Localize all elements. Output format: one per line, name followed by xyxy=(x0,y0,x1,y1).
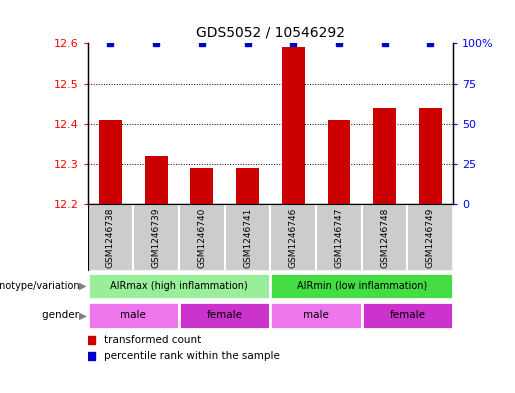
Bar xyxy=(191,168,213,204)
Bar xyxy=(328,120,350,204)
Bar xyxy=(99,120,122,204)
Bar xyxy=(270,204,316,271)
Bar xyxy=(225,204,270,271)
Text: transformed count: transformed count xyxy=(104,335,201,345)
Bar xyxy=(282,47,305,204)
Text: female: female xyxy=(389,310,425,320)
Text: female: female xyxy=(207,310,243,320)
Text: GSM1246740: GSM1246740 xyxy=(197,208,207,268)
Bar xyxy=(419,108,442,204)
Bar xyxy=(362,302,453,329)
Bar xyxy=(316,204,362,271)
Text: GSM1246741: GSM1246741 xyxy=(243,208,252,268)
Title: GDS5052 / 10546292: GDS5052 / 10546292 xyxy=(196,25,345,39)
Text: GSM1246747: GSM1246747 xyxy=(334,208,344,268)
Bar xyxy=(362,204,407,271)
Bar xyxy=(179,302,270,329)
Text: genotype/variation: genotype/variation xyxy=(0,281,82,291)
Bar xyxy=(236,168,259,204)
Bar xyxy=(88,273,270,299)
Text: GSM1246749: GSM1246749 xyxy=(426,208,435,268)
Bar xyxy=(88,204,133,271)
Text: AIRmin (low inflammation): AIRmin (low inflammation) xyxy=(297,281,427,291)
Text: GSM1246748: GSM1246748 xyxy=(380,208,389,268)
Text: ▶: ▶ xyxy=(79,281,87,291)
Text: percentile rank within the sample: percentile rank within the sample xyxy=(104,351,280,361)
Text: gender: gender xyxy=(42,310,82,320)
Text: GSM1246738: GSM1246738 xyxy=(106,208,115,268)
Bar xyxy=(88,302,179,329)
Text: GSM1246746: GSM1246746 xyxy=(289,208,298,268)
Bar xyxy=(373,108,396,204)
Bar xyxy=(179,204,225,271)
Bar xyxy=(407,204,453,271)
Text: ▶: ▶ xyxy=(78,310,87,320)
Text: male: male xyxy=(121,310,146,320)
Bar xyxy=(270,302,362,329)
Text: male: male xyxy=(303,310,329,320)
Bar xyxy=(133,204,179,271)
Text: AIRmax (high inflammation): AIRmax (high inflammation) xyxy=(110,281,248,291)
Bar xyxy=(145,156,167,204)
Bar xyxy=(270,273,453,299)
Text: GSM1246739: GSM1246739 xyxy=(151,208,161,268)
